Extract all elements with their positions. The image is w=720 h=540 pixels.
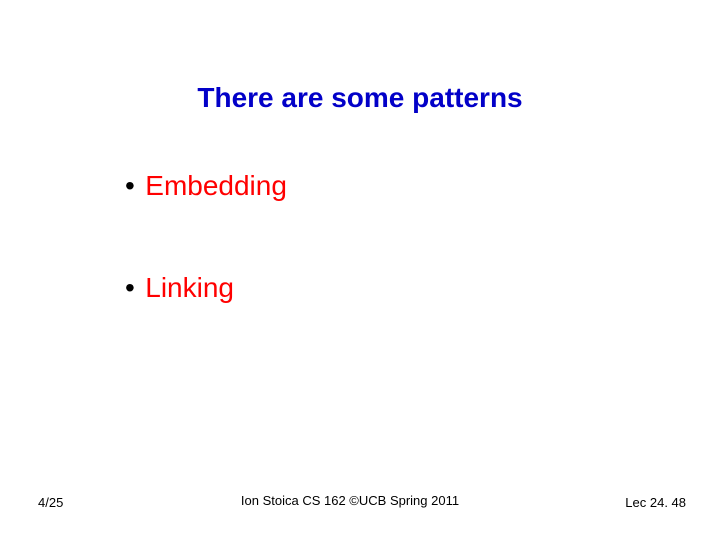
bullet-list: • Embedding • Linking xyxy=(125,170,287,374)
slide-title: There are some patterns xyxy=(0,82,720,114)
bullet-dot-icon: • xyxy=(125,170,135,202)
bullet-dot-icon: • xyxy=(125,272,135,304)
bullet-item: • Linking xyxy=(125,272,287,304)
bullet-item: • Embedding xyxy=(125,170,287,202)
bullet-text: Linking xyxy=(145,272,234,304)
footer-page-number: Lec 24. 48 xyxy=(625,495,686,510)
footer-center-wrap: Ion Stoica CS 162 ©UCB Spring 2011 xyxy=(0,492,720,510)
slide: There are some patterns • Embedding • Li… xyxy=(0,0,720,540)
footer-attribution: Ion Stoica CS 162 ©UCB Spring 2011 xyxy=(241,493,459,508)
bullet-text: Embedding xyxy=(145,170,287,202)
